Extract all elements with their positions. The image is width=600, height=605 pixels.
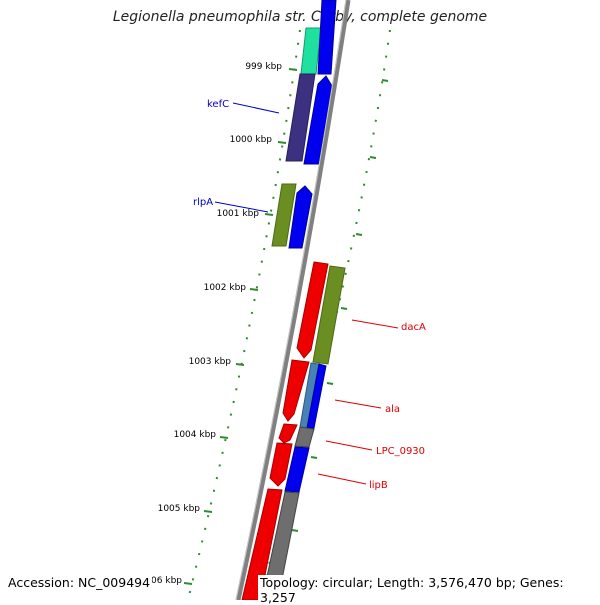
genome-backbone xyxy=(235,0,351,600)
label-leaders xyxy=(214,102,399,485)
scale-ticks xyxy=(183,68,389,585)
tick-1006 xyxy=(183,582,193,585)
tick-1005 xyxy=(203,510,213,513)
tick-1000 xyxy=(277,141,287,144)
map-title: Legionella pneumophila str. Corby, compl… xyxy=(112,9,488,25)
feature-lipB xyxy=(284,446,310,493)
tick-outer-3 xyxy=(355,233,363,236)
leader-dacA xyxy=(351,319,399,329)
scale-label-1004: 1004 kbp xyxy=(174,430,217,440)
feature-red-1 xyxy=(296,261,329,359)
tick-outer-1 xyxy=(381,79,389,82)
scale-label-1005: 1005 kbp xyxy=(158,504,201,514)
gene-label-rlpA: rlpA xyxy=(193,197,213,208)
leader-LPC_0930 xyxy=(325,440,373,451)
feature-red-4 xyxy=(269,442,293,487)
scale-label-1003: 1003 kbp xyxy=(189,357,232,367)
tick-outer-6 xyxy=(310,456,318,459)
feature-rlpA xyxy=(271,183,297,247)
genome-backbone-highlight xyxy=(235,0,347,600)
forward-strand-features xyxy=(261,0,346,600)
scale-label-1006: 1006 kbp xyxy=(140,576,183,586)
leader-rlpA xyxy=(214,201,269,213)
gene-label-lipB: lipB xyxy=(369,480,388,491)
scale-label-1002: 1002 kbp xyxy=(204,283,247,293)
leader-lipB xyxy=(317,473,367,485)
feature-ala xyxy=(306,363,327,429)
tick-999 xyxy=(288,68,298,71)
leader-ala xyxy=(334,399,382,409)
feature-blue-top xyxy=(317,0,337,75)
tick-1002 xyxy=(249,288,259,291)
feature-red-2 xyxy=(282,359,310,422)
gene-label-ala: ala xyxy=(385,404,400,415)
reverse-strand-features xyxy=(241,27,329,600)
gene-label-dacA: dacA xyxy=(401,322,426,333)
tick-outer-2 xyxy=(369,156,377,159)
feature-gray-bottom xyxy=(261,491,300,600)
scale-label-1000: 1000 kbp xyxy=(230,135,273,145)
feature-LPC_0930 xyxy=(294,426,315,448)
scale-dotted-inner xyxy=(187,29,301,600)
tick-outer-4 xyxy=(340,307,348,310)
feature-blue-rlpA xyxy=(288,185,313,249)
scale-label-1001: 1001 kbp xyxy=(217,209,260,219)
feature-red-3 xyxy=(278,423,298,444)
scale-label-999: 999 kbp xyxy=(245,62,282,72)
feature-dacA xyxy=(312,265,346,365)
accession-info: Accession: NC_009494 xyxy=(6,575,153,590)
feature-kefC xyxy=(285,73,316,162)
tick-1004 xyxy=(219,436,229,439)
feature-teal xyxy=(300,27,322,75)
topology-info: Topology: circular; Length: 3,576,470 bp… xyxy=(258,575,600,605)
gene-label-kefC: kefC xyxy=(207,99,229,110)
leader-kefC xyxy=(232,102,280,114)
tick-outer-5 xyxy=(326,382,334,385)
gene-label-LPC_0930: LPC_0930 xyxy=(376,446,425,457)
feature-red-5 xyxy=(241,488,283,600)
tick-outer-7 xyxy=(291,529,299,532)
tick-1001 xyxy=(264,213,274,216)
tick-1003 xyxy=(235,363,245,366)
